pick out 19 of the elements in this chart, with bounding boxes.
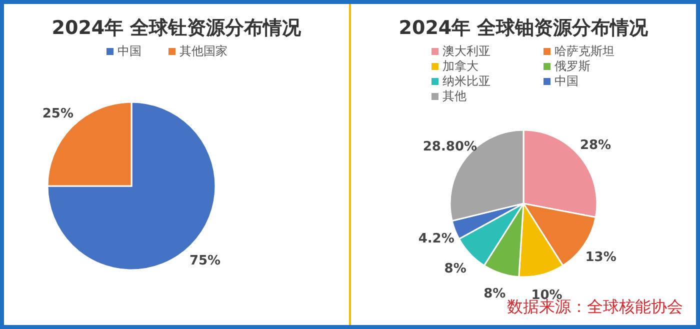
legend-label: 中国 (554, 74, 578, 88)
data-label: 13% (585, 250, 616, 266)
legend-label: 纳米比亚 (442, 74, 490, 88)
legend-label: 其他国家 (180, 44, 228, 58)
data-label: 8% (444, 262, 466, 277)
legend-label: 中国 (118, 44, 142, 58)
data-label: 8% (484, 286, 506, 302)
legend-label: 澳大利亚 (442, 44, 490, 58)
data-label: 28.80% (422, 140, 478, 155)
data-label: 75% (189, 254, 221, 269)
legend-label: 加拿大 (442, 59, 478, 73)
legend-label: 俄罗斯 (554, 59, 590, 73)
legend-label: 其他 (442, 89, 466, 103)
data-label: 4.2% (418, 231, 454, 246)
data-label: 28% (580, 138, 612, 153)
legend-label: 哈萨克斯坦 (554, 44, 614, 58)
chart-title: 2024年 全球钍资源分布情况 (52, 17, 302, 39)
data-label: 25% (42, 106, 74, 122)
chart-title: 2024年 全球铀资源分布情况 (398, 17, 650, 39)
